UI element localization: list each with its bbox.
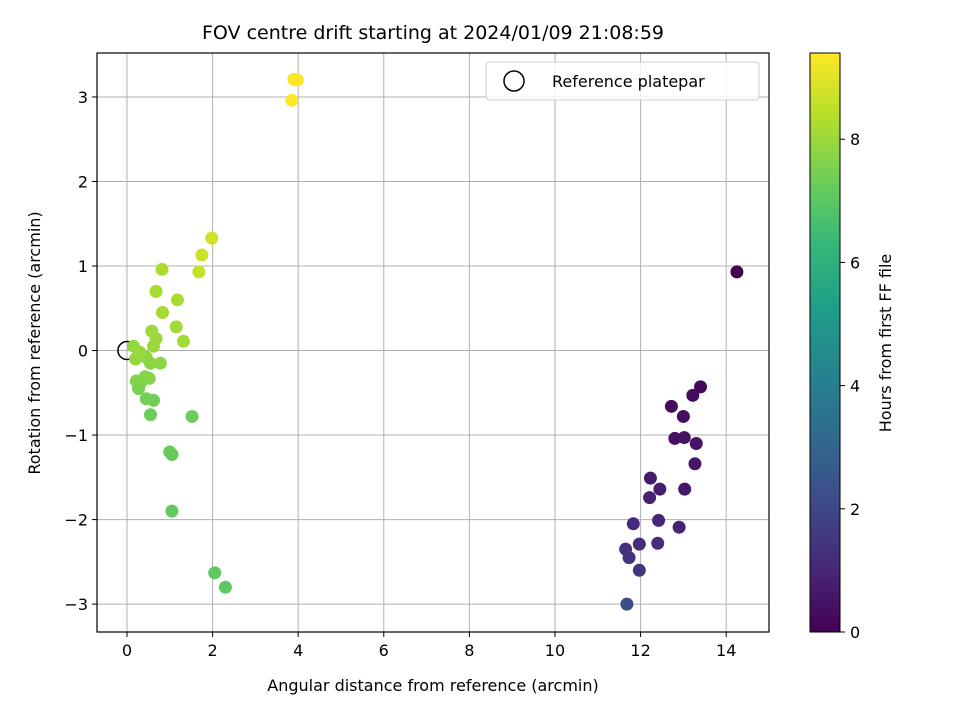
scatter-point <box>686 388 700 402</box>
scatter-point <box>285 93 299 107</box>
scatter-point <box>195 248 209 262</box>
data-points <box>126 72 744 611</box>
x-tick-label: 14 <box>716 641 736 660</box>
scatter-point <box>664 399 678 413</box>
legend-box <box>485 61 760 101</box>
legend-marker-open-circle <box>503 70 525 92</box>
legend-label: Reference platepar <box>552 72 705 91</box>
scatter-point <box>677 431 691 445</box>
scatter-point <box>668 431 682 445</box>
y-tick-label: −1 <box>64 426 88 445</box>
y-axis-label: Rotation from reference (arcmin) <box>25 211 44 474</box>
scatter-point <box>678 482 692 496</box>
x-tick-label: 6 <box>379 641 389 660</box>
x-tick-label: 12 <box>630 641 650 660</box>
colorbar-tick-label: 4 <box>850 377 860 396</box>
scatter-point <box>626 517 640 531</box>
scatter-point <box>672 520 686 534</box>
colorbar-label: Hours from first FF file <box>876 254 895 433</box>
scatter-point <box>676 409 690 423</box>
scatter-point <box>153 356 167 370</box>
x-tick-label: 10 <box>545 641 565 660</box>
colorbar: 0 2 4 6 8 Hours from first FF file <box>809 52 895 642</box>
scatter-point <box>651 536 665 550</box>
scatter-point <box>653 482 667 496</box>
scatter-point <box>163 445 177 459</box>
y-tick-label: 0 <box>78 342 88 361</box>
y-tick-label: 2 <box>78 172 88 191</box>
colorbar-tick-label: 0 <box>850 623 860 642</box>
scatter-point <box>632 537 646 551</box>
y-tick-label: 1 <box>78 257 88 276</box>
x-tick-label: 8 <box>464 641 474 660</box>
colorbar-gradient <box>809 52 841 633</box>
scatter-point <box>170 293 184 307</box>
scatter-point <box>155 305 169 319</box>
y-tick-label: −2 <box>64 511 88 530</box>
colorbar-tick-label: 6 <box>850 253 860 272</box>
scatter-point <box>149 284 163 298</box>
scatter-point <box>165 504 179 518</box>
chart-title: FOV centre drift starting at 2024/01/09 … <box>202 22 664 44</box>
scatter-point <box>169 320 183 334</box>
scatter-point <box>145 324 159 338</box>
x-tick-label: 0 <box>122 641 132 660</box>
scatter-point <box>192 265 206 279</box>
y-axis-ticks: −3 −2 −1 0 1 2 3 <box>64 88 97 614</box>
scatter-point <box>185 409 199 423</box>
scatter-point <box>133 345 147 359</box>
scatter-point <box>218 580 232 594</box>
colorbar-ticks: 0 2 4 6 8 <box>840 130 860 642</box>
scatter-point <box>620 597 634 611</box>
scatter-point <box>694 380 708 394</box>
scatter-point <box>176 334 190 348</box>
scatter-point <box>205 231 219 245</box>
scatter-point <box>622 551 636 565</box>
scatter-point <box>689 437 703 451</box>
scatter-point <box>208 566 222 580</box>
scatter-point <box>632 563 646 577</box>
y-tick-label: −3 <box>64 595 88 614</box>
plot-frame <box>96 52 770 633</box>
scatter-point <box>730 265 744 279</box>
legend: Reference platepar <box>485 61 760 101</box>
scatter-point <box>139 392 153 406</box>
scatter-point <box>144 408 158 422</box>
x-axis-ticks: 0 2 4 6 8 10 12 14 <box>122 632 736 660</box>
scatter-point <box>652 513 666 527</box>
x-tick-label: 4 <box>293 641 303 660</box>
colorbar-tick-label: 8 <box>850 130 860 149</box>
scatter-point <box>643 491 657 505</box>
colorbar-tick-label: 2 <box>850 500 860 519</box>
scatter-point <box>688 457 702 471</box>
scatter-point <box>290 73 304 87</box>
x-axis-label: Angular distance from reference (arcmin) <box>267 676 598 695</box>
scatter-point <box>138 370 152 384</box>
scatter-point <box>643 471 657 485</box>
scatter-point <box>155 262 169 276</box>
y-tick-label: 3 <box>78 88 88 107</box>
x-tick-label: 2 <box>207 641 217 660</box>
